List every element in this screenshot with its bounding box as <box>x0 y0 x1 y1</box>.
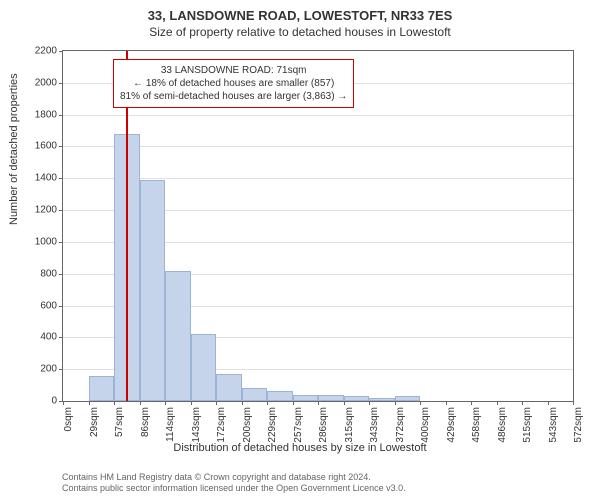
y-tick-label: 2000 <box>35 77 63 88</box>
y-tick-label: 200 <box>40 364 63 375</box>
chart-container: 33, LANSDOWNE ROAD, LOWESTOFT, NR33 7ES … <box>0 0 600 500</box>
x-tick-label: 343sqm <box>369 407 380 443</box>
page-title: 33, LANSDOWNE ROAD, LOWESTOFT, NR33 7ES <box>0 0 600 23</box>
x-tick-label: 114sqm <box>165 407 176 442</box>
y-tick-label: 800 <box>40 268 63 279</box>
x-tick-label: 543sqm <box>548 407 559 443</box>
x-tick-mark <box>471 401 472 405</box>
histogram-bar <box>293 395 319 401</box>
x-tick-mark <box>548 401 549 405</box>
x-tick-label: 458sqm <box>471 407 482 443</box>
x-tick-mark <box>369 401 370 405</box>
x-tick-mark <box>497 401 498 405</box>
annotation-line-3: 81% of semi-detached houses are larger (… <box>120 90 347 103</box>
x-tick-label: 315sqm <box>344 407 355 443</box>
x-axis-label: Distribution of detached houses by size … <box>0 442 600 454</box>
x-tick-mark <box>267 401 268 405</box>
y-tick-label: 1400 <box>35 173 63 184</box>
histogram-bar <box>140 180 166 401</box>
x-tick-label: 86sqm <box>140 407 151 437</box>
x-tick-label: 257sqm <box>293 407 304 443</box>
y-tick-label: 1000 <box>35 236 63 247</box>
x-tick-label: 0sqm <box>63 407 74 431</box>
footer: Contains HM Land Registry data © Crown c… <box>62 472 406 494</box>
footer-line-1: Contains HM Land Registry data © Crown c… <box>62 472 406 483</box>
histogram-bar <box>344 396 370 401</box>
histogram-bar <box>216 374 242 401</box>
y-tick-label: 1600 <box>35 141 63 152</box>
histogram-bar <box>89 376 115 401</box>
annotation-box: 33 LANSDOWNE ROAD: 71sqm ← 18% of detach… <box>113 59 354 108</box>
x-tick-mark <box>216 401 217 405</box>
x-tick-mark <box>191 401 192 405</box>
footer-line-2: Contains public sector information licen… <box>62 483 406 494</box>
x-tick-label: 429sqm <box>446 407 457 443</box>
x-tick-mark <box>446 401 447 405</box>
page-subtitle: Size of property relative to detached ho… <box>0 23 600 39</box>
x-tick-label: 200sqm <box>242 407 253 443</box>
histogram-bar <box>242 388 268 401</box>
x-tick-label: 172sqm <box>216 407 227 443</box>
x-tick-label: 29sqm <box>89 407 100 437</box>
histogram-bar <box>369 398 395 401</box>
x-tick-mark <box>522 401 523 405</box>
x-tick-mark <box>114 401 115 405</box>
x-tick-mark <box>395 401 396 405</box>
x-tick-mark <box>573 401 574 405</box>
x-tick-label: 286sqm <box>318 407 329 443</box>
x-tick-mark <box>318 401 319 405</box>
annotation-line-1: 33 LANSDOWNE ROAD: 71sqm <box>120 64 347 77</box>
x-tick-label: 486sqm <box>497 407 508 443</box>
x-tick-label: 57sqm <box>114 407 125 437</box>
y-tick-label: 0 <box>51 396 63 407</box>
y-tick-label: 400 <box>40 332 63 343</box>
y-tick-label: 600 <box>40 300 63 311</box>
x-tick-mark <box>293 401 294 405</box>
x-tick-label: 229sqm <box>267 407 278 443</box>
x-tick-label: 572sqm <box>573 407 584 443</box>
plot-area: 0200400600800100012001400160018002000220… <box>62 50 574 402</box>
x-tick-mark <box>140 401 141 405</box>
x-tick-mark <box>242 401 243 405</box>
histogram-bar <box>395 396 421 401</box>
annotation-line-2: ← 18% of detached houses are smaller (85… <box>120 77 347 90</box>
x-tick-mark <box>420 401 421 405</box>
x-tick-label: 515sqm <box>522 407 533 443</box>
histogram-bar <box>318 395 344 401</box>
x-tick-mark <box>344 401 345 405</box>
x-tick-mark <box>63 401 64 405</box>
y-tick-label: 1800 <box>35 109 63 120</box>
y-tick-label: 1200 <box>35 205 63 216</box>
histogram-bar <box>191 334 217 401</box>
y-tick-label: 2200 <box>35 46 63 57</box>
x-tick-mark <box>165 401 166 405</box>
histogram-bar <box>165 271 191 401</box>
gridline <box>63 115 573 116</box>
y-axis-label: Number of detached properties <box>8 73 20 225</box>
histogram-bar <box>267 391 293 401</box>
x-tick-mark <box>89 401 90 405</box>
x-tick-label: 372sqm <box>395 407 406 443</box>
gridline <box>63 146 573 147</box>
x-tick-label: 143sqm <box>191 407 202 443</box>
x-tick-label: 400sqm <box>420 407 431 443</box>
